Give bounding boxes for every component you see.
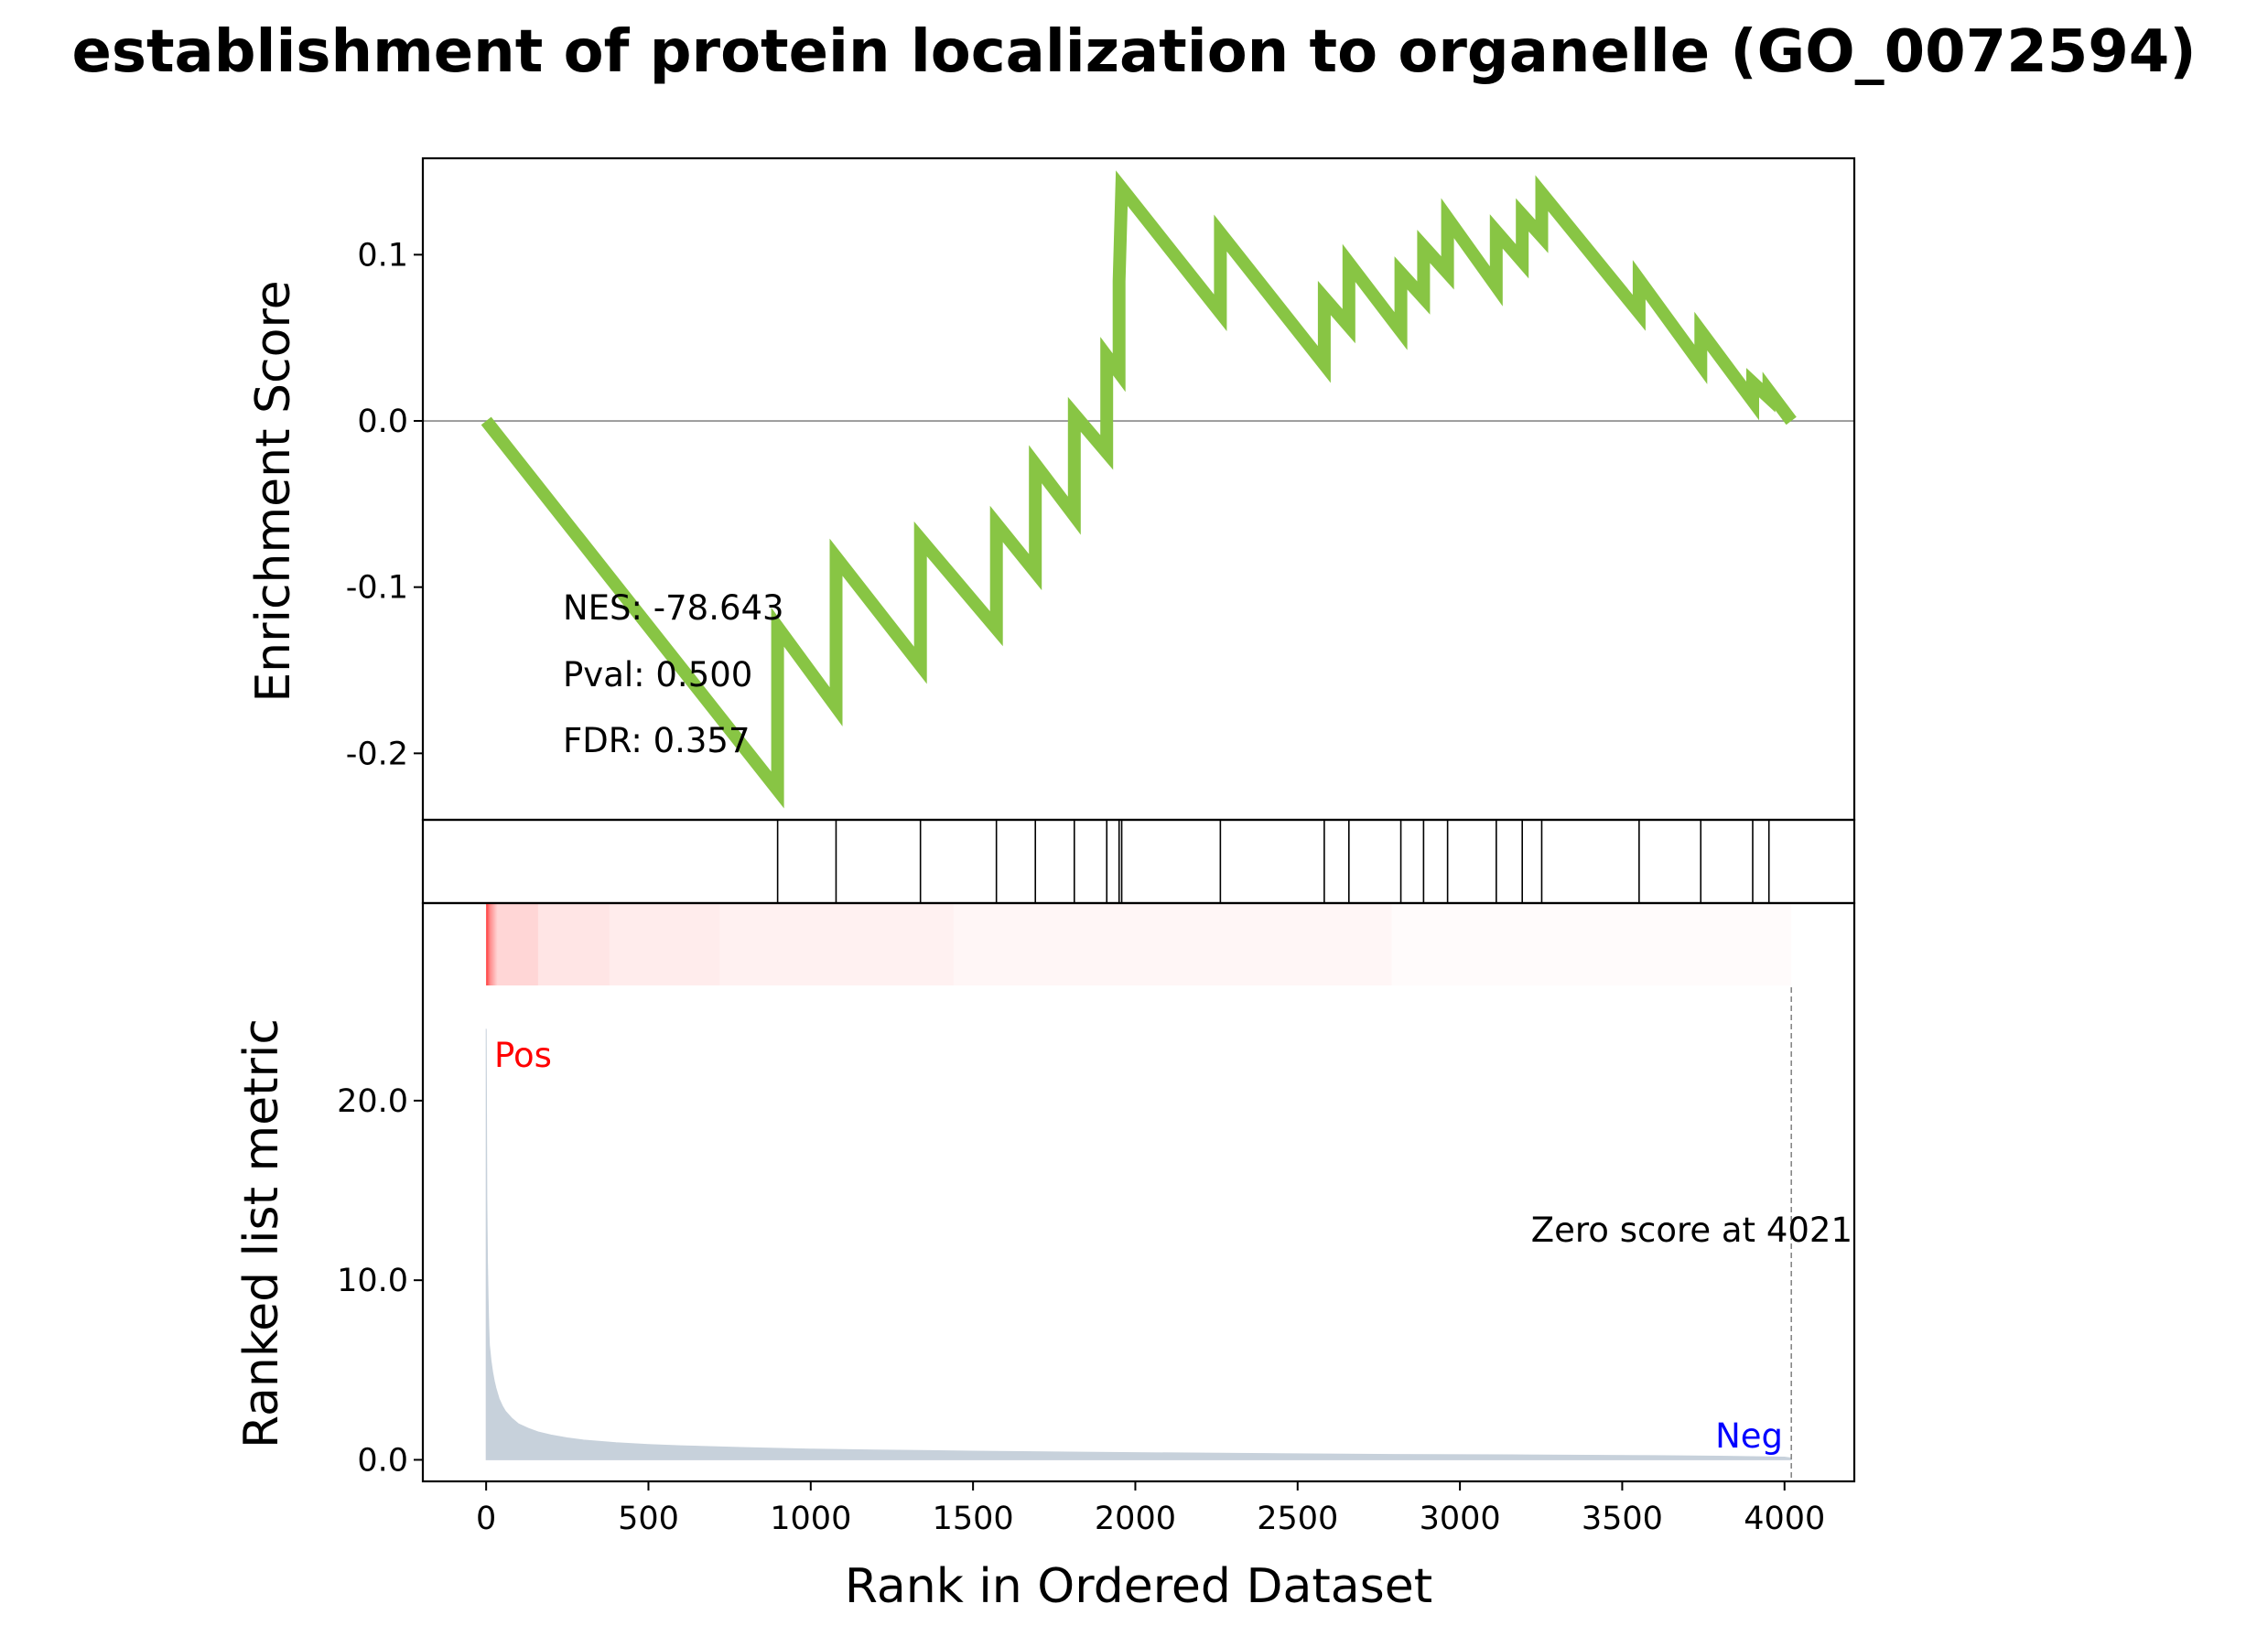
ranked-metric-panel: Pos Neg Zero score at 4021 0.0 10.0 20.0 R… (234, 901, 1856, 1483)
metric-y-axis-label: Ranked list metric (234, 1018, 289, 1448)
zero-score-label: Zero score at 4021 (1531, 1211, 1852, 1250)
x-tick-label: 2500 (1257, 1501, 1338, 1537)
neg-label: Neg (1715, 1416, 1783, 1456)
metric-y-tick-label: 10.0 (337, 1263, 408, 1299)
es-y-tick-label: 0.0 (357, 404, 408, 440)
x-tick-label: 500 (618, 1501, 679, 1537)
metric-y-tick-label: 20.0 (337, 1083, 408, 1120)
enrichment-score-panel: 0.10.0-0.1-0.2 NES: -78.643 Pval: 0.500 … (246, 156, 1856, 822)
ranked-metric-area (485, 1028, 1792, 1460)
x-axis-label: Rank in Ordered Dataset (845, 1559, 1432, 1614)
metric-y-ticks: 0.0 10.0 20.0 (337, 1083, 423, 1479)
es-y-tick-label: -0.1 (346, 570, 408, 607)
x-tick-label: 1000 (770, 1501, 851, 1537)
nes-stat: NES: -78.643 (563, 588, 784, 628)
enrichment-score-line (481, 170, 1797, 809)
metric-panel-frame (421, 901, 1856, 1483)
x-tick-label: 3500 (1582, 1501, 1663, 1537)
metric-y-tick-label: 0.0 (357, 1442, 408, 1479)
es-y-axis-label: Enrichment Score (246, 280, 301, 702)
es-y-tick-label: -0.2 (346, 736, 408, 772)
heatmap-segment (497, 903, 538, 985)
heatmap-segment (1392, 903, 1792, 985)
heatmap-segment (954, 903, 1392, 985)
pval-stat: Pval: 0.500 (563, 655, 752, 694)
heatmap-segment (537, 903, 610, 985)
x-tick-label: 4000 (1744, 1501, 1825, 1537)
x-tick-label: 3000 (1420, 1501, 1501, 1537)
heatmap-segment (609, 903, 720, 985)
hit-lines (776, 820, 1770, 903)
es-y-tick-label: 0.1 (357, 237, 408, 274)
rank-heatmap (486, 903, 1792, 985)
heatmap-segment (486, 903, 498, 985)
chart-title: establishment of protein localization to… (71, 18, 2196, 86)
x-tick-label: 1500 (933, 1501, 1014, 1537)
x-axis-ticks: 0 500 1000 1500 2000 2500 3000 3500 4000 (476, 1481, 1825, 1537)
es-y-ticks: 0.1 0.0 -0.1 -0.2 (346, 237, 423, 772)
pos-label: Pos (494, 1036, 552, 1075)
x-tick-label: 2000 (1095, 1501, 1176, 1537)
fdr-stat: FDR: 0.357 (563, 721, 751, 760)
x-tick-label: 0 (476, 1501, 496, 1537)
heatmap-segment (719, 903, 954, 985)
